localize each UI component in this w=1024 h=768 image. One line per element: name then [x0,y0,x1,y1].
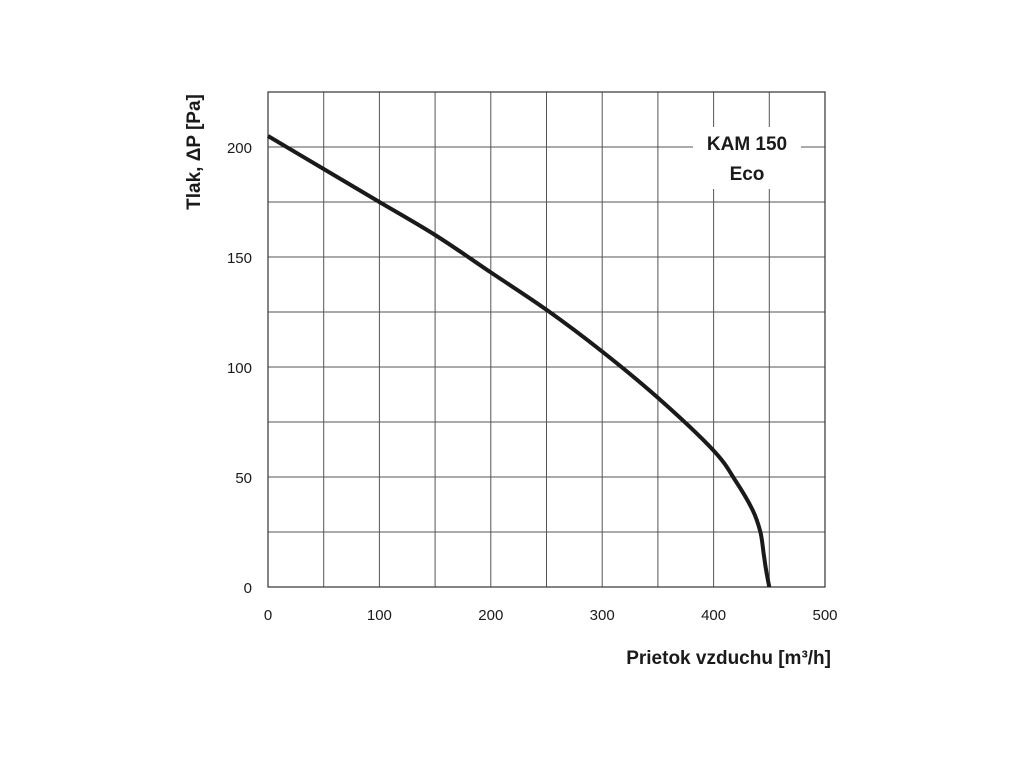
x-tick-label-5: 500 [812,607,837,624]
legend-label-line-0: KAM 150 [707,134,787,155]
x-tick-label-4: 400 [701,607,726,624]
series-line-0 [266,134,772,588]
y-tick-label-4: 200 [227,140,252,157]
plot-frame [267,91,826,588]
legend-background [693,127,801,189]
y-tick-label-2: 100 [227,360,252,377]
x-tick-label-0: 0 [264,607,272,624]
x-tick-label-1: 100 [367,607,392,624]
y-axis-title: Tlak, ΔP [Pa] [184,94,205,210]
legend: KAM 150 Eco [693,127,801,189]
x-tick-labels: 0 100 200 300 400 500 [264,607,838,624]
x-tick-label-3: 300 [590,607,615,624]
legend-label-line-1: Eco [730,164,765,185]
y-tick-label-1: 50 [235,470,252,487]
x-tick-label-2: 200 [478,607,503,624]
x-axis-title: Prietok vzduchu [m³/h] [626,648,831,669]
y-tick-label-0: 0 [244,580,252,597]
y-tick-label-3: 150 [227,250,252,267]
y-tick-labels: 0 50 100 150 200 [227,140,252,597]
series [266,134,772,588]
